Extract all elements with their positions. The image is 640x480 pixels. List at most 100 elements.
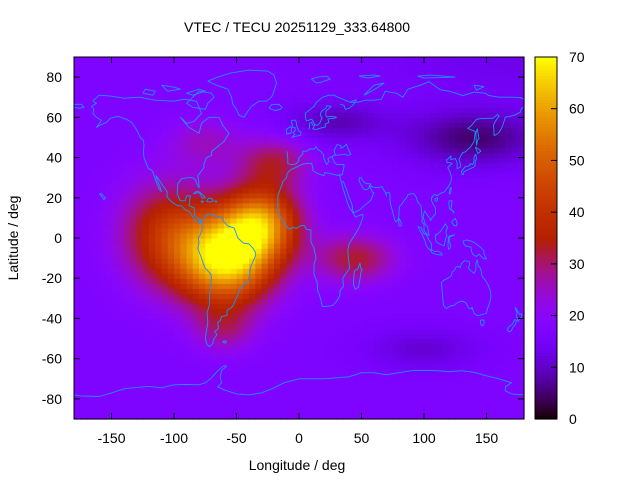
heatmap-cell — [124, 303, 131, 309]
heatmap-cell — [174, 253, 181, 259]
heatmap-cell — [186, 378, 194, 385]
heatmap-cell — [517, 82, 525, 88]
heatmap-cell — [486, 112, 494, 118]
heatmap-cell — [236, 308, 244, 315]
heatmap-cell — [499, 288, 506, 294]
heatmap-cell — [392, 403, 400, 410]
heatmap-cell — [492, 283, 500, 289]
heatmap-cell — [105, 152, 113, 159]
heatmap-cell — [461, 87, 469, 93]
heatmap-cell — [117, 268, 125, 274]
heatmap-cell — [92, 142, 100, 149]
heatmap-cell — [105, 338, 113, 345]
heatmap-cell — [392, 293, 400, 299]
heatmap-cell — [99, 217, 106, 224]
heatmap-cell — [342, 243, 350, 249]
heatmap-cell — [205, 97, 213, 103]
heatmap-cell — [149, 243, 156, 249]
heatmap-cell — [117, 212, 125, 219]
heatmap-cell — [286, 97, 294, 103]
heatmap-cell — [180, 313, 188, 320]
heatmap-cell — [467, 293, 475, 299]
heatmap-cell — [311, 182, 319, 189]
heatmap-cell — [380, 212, 388, 219]
heatmap-cell — [236, 87, 244, 93]
heatmap-cell — [411, 232, 419, 239]
heatmap-cell — [86, 323, 94, 330]
heatmap-cell — [411, 408, 419, 415]
heatmap-cell — [380, 182, 388, 189]
heatmap-cell — [217, 212, 225, 219]
heatmap-cell — [280, 268, 288, 274]
heatmap-cell — [99, 147, 106, 154]
heatmap-cell — [199, 177, 206, 184]
heatmap-cell — [86, 368, 94, 375]
heatmap-cell — [392, 137, 400, 144]
heatmap-cell — [274, 142, 281, 149]
heatmap-cell — [424, 238, 431, 244]
heatmap-cell — [224, 137, 231, 144]
heatmap-cell — [292, 212, 300, 219]
heatmap-cell — [367, 368, 375, 375]
heatmap-cell — [92, 227, 100, 234]
heatmap-cell — [449, 303, 456, 309]
heatmap-cell — [355, 152, 363, 159]
heatmap-cell — [405, 248, 413, 254]
heatmap-cell — [267, 403, 275, 410]
heatmap-cell — [361, 328, 369, 335]
heatmap-cell — [267, 137, 275, 144]
heatmap-cell — [274, 82, 281, 88]
heatmap-cell — [136, 222, 144, 229]
heatmap-cell — [299, 147, 306, 154]
heatmap-cell — [130, 368, 138, 375]
heatmap-cell — [242, 132, 250, 139]
heatmap-cell — [505, 167, 513, 174]
heatmap-cell — [480, 308, 488, 315]
heatmap-cell — [199, 207, 206, 214]
heatmap-cell — [392, 127, 400, 134]
heatmap-cell — [124, 298, 131, 304]
heatmap-cell — [399, 243, 406, 249]
heatmap-cell — [492, 398, 500, 405]
heatmap-cell — [180, 363, 188, 370]
heatmap-cell — [105, 112, 113, 118]
heatmap-cell — [267, 298, 275, 304]
heatmap-cell — [74, 373, 81, 380]
heatmap-cell — [280, 107, 288, 113]
heatmap-cell — [399, 358, 406, 365]
heatmap-cell — [442, 348, 450, 355]
heatmap-cell — [217, 217, 225, 224]
heatmap-cell — [174, 318, 181, 325]
heatmap-cell — [480, 187, 488, 194]
heatmap-cell — [380, 137, 388, 144]
heatmap-cell — [217, 298, 225, 304]
heatmap-cell — [499, 227, 506, 234]
heatmap-cell — [161, 77, 169, 83]
heatmap-cell — [517, 197, 525, 204]
heatmap-cell — [286, 313, 294, 320]
heatmap-cell — [274, 212, 281, 219]
heatmap-cell — [105, 303, 113, 309]
heatmap-cell — [124, 172, 131, 179]
heatmap-cell — [305, 192, 313, 199]
heatmap-cell — [149, 122, 156, 128]
heatmap-cell — [455, 323, 463, 330]
heatmap-cell — [92, 72, 100, 78]
heatmap-cell — [361, 258, 369, 264]
heatmap-cell — [174, 378, 181, 385]
heatmap-cell — [161, 293, 169, 299]
heatmap-cell — [386, 227, 394, 234]
heatmap-cell — [92, 207, 100, 214]
heatmap-cell — [411, 403, 419, 410]
heatmap-cell — [149, 293, 156, 299]
heatmap-cell — [86, 67, 94, 73]
heatmap-cell — [380, 162, 388, 169]
heatmap-cell — [486, 328, 494, 335]
heatmap-cell — [186, 182, 194, 189]
heatmap-cell — [80, 393, 88, 400]
heatmap-cell — [374, 378, 381, 385]
heatmap-cell — [286, 162, 294, 169]
heatmap-cell — [242, 283, 250, 289]
heatmap-cell — [274, 383, 281, 390]
heatmap-cell — [474, 263, 481, 269]
